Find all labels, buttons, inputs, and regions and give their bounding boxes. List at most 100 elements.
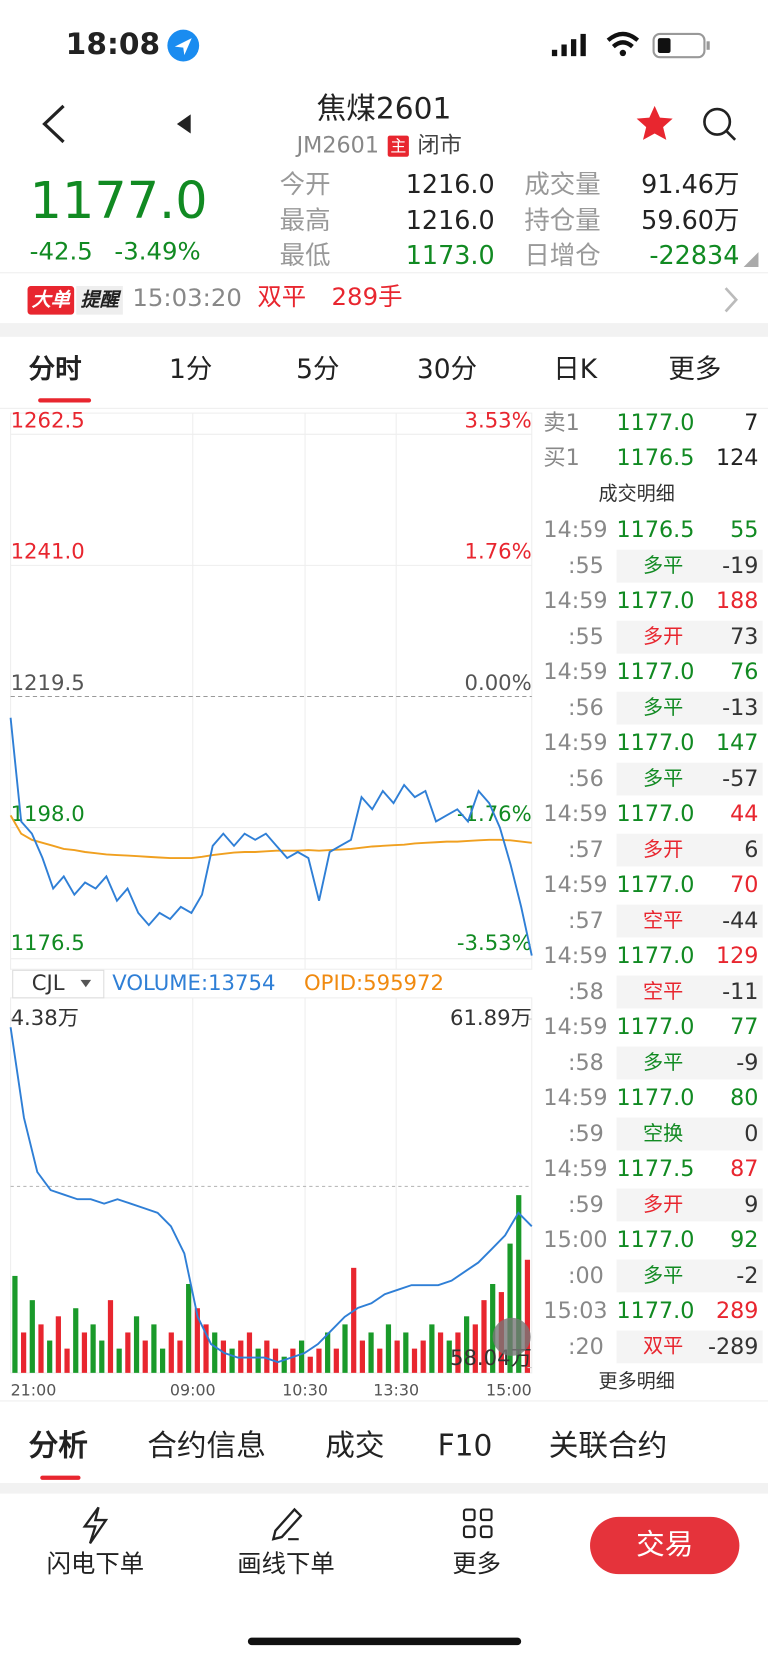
stat-label: 持仓量	[524, 204, 601, 235]
volume-legend: VOLUME:13754	[112, 970, 275, 995]
period-tab[interactable]: 1分	[169, 353, 213, 385]
trade-time: 14:59	[543, 729, 608, 756]
pct-label: 0.00%	[465, 670, 532, 695]
more-detail[interactable]: 更多明细	[598, 1370, 675, 1393]
volume-bar	[464, 1316, 470, 1373]
bottom-tab[interactable]: 关联合约	[548, 1427, 668, 1463]
trade-row-bg	[616, 833, 763, 866]
trade-kind: 多平	[642, 1263, 684, 1287]
back[interactable]	[42, 104, 65, 144]
trade-kind: 双平	[642, 1334, 684, 1358]
bottom-tab[interactable]: 分析	[28, 1427, 88, 1463]
volume-bar	[90, 1324, 96, 1373]
divider	[0, 1400, 768, 1402]
trade-row-bg	[616, 975, 763, 1008]
bottom-tab[interactable]: F10	[437, 1427, 493, 1463]
trade-price: 1177.5	[616, 1155, 695, 1182]
trade-time: 14:59	[543, 1084, 608, 1111]
period-tab[interactable]: 日K	[553, 353, 598, 385]
prev[interactable]	[176, 114, 191, 134]
favorite[interactable]	[636, 105, 673, 140]
status: 闭市	[417, 132, 462, 158]
period-tab[interactable]: 5分	[296, 353, 340, 385]
clock: 18:08	[65, 26, 161, 62]
trade-volume: 76	[730, 658, 759, 685]
x-tick-label: 21:00	[11, 1380, 57, 1399]
volume-bar	[403, 1332, 409, 1373]
volume-bar	[64, 1348, 70, 1373]
trade-oi: -57	[722, 765, 759, 791]
trade-kind: 空平	[642, 979, 684, 1003]
period-tab[interactable]: 30分	[416, 353, 478, 385]
trade-sub-time: :59	[567, 1120, 604, 1146]
book-qty: 124	[715, 444, 759, 471]
detail-title[interactable]: 成交明细	[598, 483, 675, 506]
trade-price: 1177.0	[616, 942, 695, 969]
trade-kind: 多开	[642, 624, 684, 648]
y2-tick-label: 61.89万	[450, 1005, 532, 1030]
volume-bar	[472, 1324, 478, 1373]
trade-row-bg	[616, 1046, 763, 1079]
divider	[0, 272, 768, 274]
volume-bar	[133, 1316, 140, 1373]
trade-time: 15:03	[543, 1297, 608, 1324]
code: JM2601	[296, 132, 379, 158]
trade-button[interactable]: 交易	[590, 1516, 740, 1575]
trade-volume: 44	[730, 800, 759, 827]
bottom-tab[interactable]: 合约信息	[147, 1427, 266, 1463]
volume-bar	[107, 1300, 114, 1373]
volume-bar	[116, 1348, 122, 1373]
alert-more[interactable]	[720, 284, 741, 316]
trade-volume: 289	[715, 1297, 759, 1324]
y-tick-label: 1176.5	[11, 930, 85, 955]
trade-sub-time: :20	[567, 1333, 604, 1359]
status-icons	[167, 29, 710, 62]
volume-bar	[125, 1332, 131, 1373]
trade-volume: 188	[715, 587, 759, 614]
stat-value: 1216.0	[405, 169, 495, 200]
volume-frame	[10, 997, 533, 1374]
trade-oi: -289	[707, 1333, 759, 1359]
tab-underline	[38, 398, 92, 403]
change: -42.5	[29, 238, 93, 266]
trade-time: 14:59	[543, 516, 608, 543]
trade-row-bg	[616, 549, 763, 583]
trade-row-bg	[616, 1117, 763, 1150]
bottom-tab[interactable]: 成交	[325, 1427, 385, 1463]
trade-row-bg	[616, 1188, 763, 1221]
search[interactable]	[703, 107, 732, 136]
title: 焦煤2601	[316, 91, 452, 127]
trade-price: 1177.0	[616, 658, 695, 685]
trade-row-bg	[616, 1258, 763, 1292]
stat-label: 最高	[279, 204, 331, 235]
trade-sub-time: :58	[567, 978, 604, 1004]
toolbar-item[interactable]: 闪电下单	[46, 1550, 145, 1579]
trade-row-bg	[616, 691, 763, 725]
trade-oi: -9	[736, 1049, 759, 1075]
expand[interactable]	[742, 250, 763, 271]
trade-sub-time: :55	[567, 552, 604, 578]
volume-bar	[99, 1340, 105, 1373]
alert-tag: 大单	[27, 286, 75, 315]
trade-price: 1177.0	[616, 729, 695, 756]
change-pct: -3.49%	[114, 238, 201, 266]
divider	[0, 407, 768, 409]
volume-bar	[177, 1340, 183, 1373]
trade-kind: 多平	[642, 695, 684, 719]
home-indicator	[247, 1637, 522, 1646]
volume-bar	[394, 1340, 400, 1373]
toolbar-item[interactable]: 画线下单	[237, 1550, 335, 1579]
trade-price: 1177.0	[616, 1297, 695, 1324]
volume-bar	[368, 1332, 374, 1373]
trade-oi: 73	[730, 623, 759, 649]
toolbar-item[interactable]: 更多	[452, 1550, 502, 1579]
period-tab[interactable]: 分时	[28, 353, 82, 385]
period-tab[interactable]: 更多	[668, 353, 722, 385]
volume-bar	[38, 1324, 44, 1373]
volume-bar	[212, 1332, 218, 1373]
book-price: 1177.0	[616, 409, 695, 436]
trade-time: 14:59	[543, 587, 608, 614]
trade-volume: 70	[730, 871, 759, 898]
trade-oi: -2	[736, 1262, 759, 1288]
